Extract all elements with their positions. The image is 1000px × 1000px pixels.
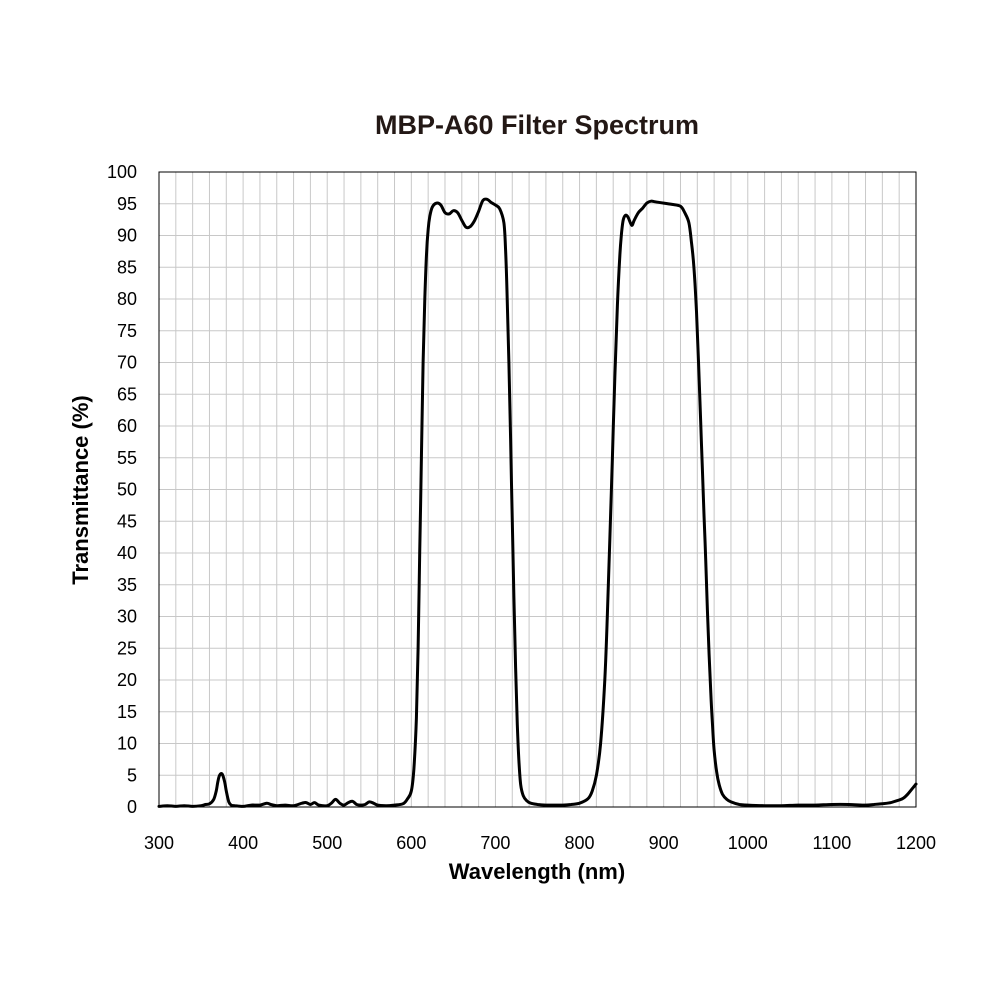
- chart-title: MBP-A60 Filter Spectrum: [375, 110, 699, 140]
- y-tick-label: 10: [117, 734, 137, 754]
- y-tick-label: 90: [117, 226, 137, 246]
- y-tick-label: 100: [107, 162, 137, 182]
- y-tick-label: 50: [117, 480, 137, 500]
- x-tick-label: 800: [565, 833, 595, 853]
- y-tick-label: 30: [117, 607, 137, 627]
- y-tick-label: 80: [117, 289, 137, 309]
- y-tick-label: 85: [117, 257, 137, 277]
- x-tick-labels: 300 400 500 600 700 800 900 1000 1100 1200: [144, 833, 936, 853]
- y-tick-label: 5: [127, 765, 137, 785]
- plot-area: [158, 171, 917, 808]
- x-tick-label: 600: [396, 833, 426, 853]
- y-tick-label: 40: [117, 543, 137, 563]
- x-tick-label: 1200: [896, 833, 936, 853]
- y-tick-label: 95: [117, 194, 137, 214]
- x-tick-label: 500: [312, 833, 342, 853]
- y-tick-label: 55: [117, 448, 137, 468]
- y-tick-label: 20: [117, 670, 137, 690]
- y-tick-label: 60: [117, 416, 137, 436]
- x-tick-label: 300: [144, 833, 174, 853]
- x-tick-label: 1100: [813, 833, 852, 853]
- transmittance-line: [157, 197, 918, 808]
- x-axis-title: Wavelength (nm): [449, 859, 625, 884]
- y-axis-title: Transmittance (%): [68, 395, 93, 585]
- x-tick-label: 700: [480, 833, 510, 853]
- y-tick-labels: 0 5 10 15 20 25 30 35 40 45 50 55 60 65 70 75 80 85 90 95 10…: [107, 162, 137, 817]
- y-tick-label: 45: [117, 511, 137, 531]
- y-tick-label: 15: [117, 702, 137, 722]
- y-tick-label: 75: [117, 321, 137, 341]
- x-tick-label: 900: [649, 833, 679, 853]
- y-tick-label: 0: [127, 797, 137, 817]
- x-tick-label: 400: [228, 833, 258, 853]
- x-tick-label: 1000: [728, 833, 768, 853]
- y-tick-label: 25: [117, 638, 137, 658]
- y-tick-label: 70: [117, 353, 137, 373]
- y-tick-label: 35: [117, 575, 137, 595]
- chart-grid: [159, 172, 916, 807]
- y-tick-label: 65: [117, 384, 137, 404]
